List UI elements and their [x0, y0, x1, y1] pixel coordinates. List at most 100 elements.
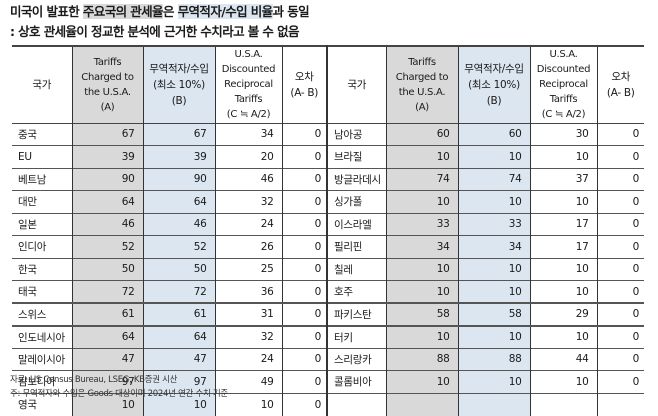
header-text: U.S.A. [234, 49, 263, 61]
value-cell-d: 0 [596, 168, 644, 191]
country-cell: 브라질 [326, 145, 386, 168]
table-row: 말레이시아 47 47 24 0 스리랑카 88 88 44 0 [12, 348, 644, 371]
value-cell-d: 0 [281, 145, 327, 168]
table-row: 대만 64 64 32 0 싱가폴 10 10 10 0 [12, 190, 644, 213]
header-text: 오차 [611, 70, 631, 83]
table-header-row: 국가 Tariffs Charged to the U.S.A. (A) 무역적자/수… [12, 46, 644, 123]
country-cell: 인도네시아 [18, 331, 65, 344]
country-cell: 이스라엘 [326, 213, 386, 236]
header-text: 무역적자/수입 [464, 62, 524, 75]
page-title: 미국이 발표한 주요국의 관세율은 무역적자/수입 비율과 동일 [10, 4, 310, 20]
value-cell-d [596, 393, 644, 416]
header-text: Reciprocal [539, 79, 588, 91]
value-cell-b: 10 [457, 280, 530, 303]
table-row: 한국 50 50 25 0 칠레 10 10 10 0 [12, 258, 644, 281]
value-cell-d: 0 [596, 370, 644, 393]
country-cell: 터키 [326, 325, 386, 348]
header-text: Tariffs [549, 94, 578, 106]
country-cell: 한국 [18, 263, 37, 276]
table-row: 태국 72 72 36 0 호주 10 10 10 0 [12, 280, 644, 303]
value-cell-b: 90 [142, 168, 215, 191]
header-text: Tariffs [93, 56, 122, 68]
value-cell-d: 0 [596, 190, 644, 213]
header-text: (A- B) [606, 86, 635, 99]
table-row: 중국 67 67 34 0 남아공 60 60 30 0 [12, 123, 644, 146]
value-cell-b: 39 [142, 145, 215, 168]
country-cell: 콜롬비아 [326, 370, 386, 393]
value-cell-d: 0 [281, 213, 327, 236]
header-text: (A) [100, 101, 115, 113]
value-cell-c: 31 [214, 303, 282, 326]
country-cell: 중국 [18, 128, 37, 141]
value-cell-d: 0 [281, 168, 327, 191]
value-cell-b: 60 [457, 123, 530, 146]
value-cell-d: 0 [596, 325, 644, 348]
value-cell-b: 10 [457, 258, 530, 281]
header-error: 오차 (A- B) [281, 46, 327, 123]
header-text: (C ≒ A/2) [226, 109, 271, 121]
value-cell-c: 10 [529, 370, 597, 393]
value-cell-c: 44 [529, 348, 597, 371]
table-row: 베트남 90 90 46 0 방글라데시 74 74 37 0 [12, 168, 644, 191]
value-cell-a: 58 [385, 303, 458, 326]
tariff-table: 국가 Tariffs Charged to the U.S.A. (A) 무역적자/수… [12, 45, 644, 416]
country-cell: 싱가폴 [326, 190, 386, 213]
header-text: (최소 10%) [468, 78, 520, 91]
value-cell-b: 61 [142, 303, 215, 326]
country-cell: 필리핀 [326, 235, 386, 258]
title-text: 과 동일 [272, 4, 310, 19]
country-cell: 말레이시아 [18, 353, 65, 366]
header-tariffs-charged: Tariffs Charged to the U.S.A. (A) [385, 46, 458, 123]
value-cell-b [457, 393, 530, 416]
value-cell-b: 67 [142, 123, 215, 146]
value-cell-d: 0 [281, 235, 327, 258]
header-text: Discounted [221, 64, 276, 76]
header-error: 오차 (A- B) [596, 46, 644, 123]
page-subtitle: : 상호 관세율이 정교한 분석에 근거한 수치라고 볼 수 없음 [10, 24, 299, 39]
country-cell: 남아공 [326, 123, 386, 146]
value-cell-d: 0 [596, 123, 644, 146]
value-cell-a: 72 [71, 280, 143, 303]
header-text: Tariffs [234, 94, 263, 106]
value-cell-c: 26 [214, 235, 282, 258]
value-cell-a [385, 393, 458, 416]
value-cell-b: 34 [457, 235, 530, 258]
header-reciprocal-tariffs: U.S.A. Discounted Reciprocal Tariffs (C ≒ A/… [529, 46, 597, 123]
value-cell-c: 36 [214, 280, 282, 303]
value-cell-b: 46 [142, 213, 215, 236]
header-text: Discounted [536, 64, 591, 76]
value-cell-d: 0 [281, 393, 327, 416]
value-cell-a: 97 [71, 370, 143, 393]
value-cell-a: 39 [71, 145, 143, 168]
value-cell-b: 47 [142, 348, 215, 371]
country-cell: 인디아 [18, 241, 47, 254]
value-cell-c: 24 [214, 213, 282, 236]
title-highlight-tariff: 주요국의 관세율 [82, 4, 164, 19]
value-cell-c: 25 [214, 258, 282, 281]
country-cell: 스위스 [18, 308, 47, 321]
title-highlight-deficit: 무역적자/수입 비율 [177, 4, 273, 19]
value-cell-b: 74 [457, 168, 530, 191]
value-cell-b: 33 [457, 213, 530, 236]
value-cell-a: 90 [71, 168, 143, 191]
value-cell-a: 10 [385, 325, 458, 348]
country-cell: 베트남 [18, 173, 47, 186]
country-cell: 스리랑카 [326, 348, 386, 371]
value-cell-d: 0 [281, 325, 327, 348]
value-cell-a: 10 [385, 280, 458, 303]
value-cell-c: 10 [529, 325, 597, 348]
value-cell-c: 17 [529, 235, 597, 258]
country-cell: 일본 [18, 218, 37, 231]
header-deficit-ratio: 무역적자/수입 (최소 10%) (B) [457, 46, 530, 123]
country-cell: 대만 [18, 196, 37, 209]
country-cell: 파키스탄 [326, 303, 386, 326]
value-cell-c: 17 [529, 213, 597, 236]
value-cell-c: 10 [529, 258, 597, 281]
value-cell-a: 47 [71, 348, 143, 371]
value-cell-a: 61 [71, 303, 143, 326]
value-cell-c: 49 [214, 370, 282, 393]
value-cell-a: 52 [71, 235, 143, 258]
value-cell-b: 10 [457, 145, 530, 168]
value-cell-b: 58 [457, 303, 530, 326]
country-cell: 칠레 [326, 258, 386, 281]
